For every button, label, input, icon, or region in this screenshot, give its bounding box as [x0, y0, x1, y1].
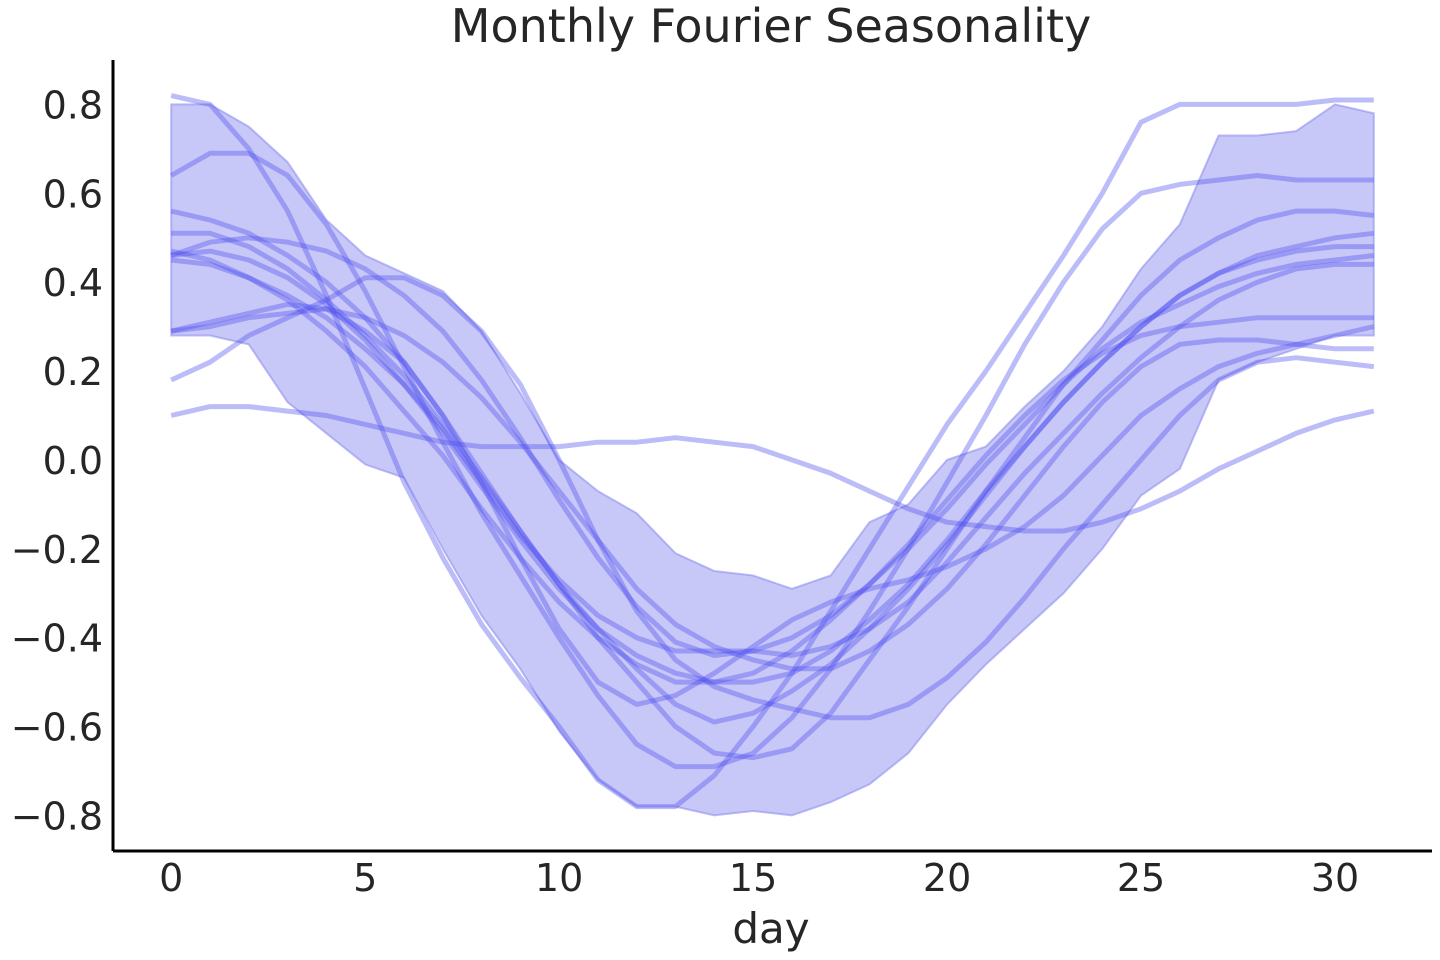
x-tick-label: 25 [1117, 856, 1165, 900]
x-tick-labels: 0 5 10 15 20 25 30 [159, 856, 1359, 900]
series-line-4 [171, 230, 1375, 725]
series-layer [169, 93, 1375, 810]
y-tick-label: 0.0 [43, 439, 103, 483]
x-tick-label: 5 [353, 856, 377, 900]
y-tick-label: 0.6 [43, 172, 103, 216]
series-line-5 [170, 235, 1375, 658]
series-line-2 [169, 150, 1374, 770]
series-line-10 [170, 404, 1375, 534]
y-tick-labels: 0.8 0.6 0.4 0.2 0.0 −0.2 −0.4 −0.6 −0.8 [11, 83, 103, 838]
y-tick-label: −0.6 [11, 706, 103, 750]
x-axis-label: day [732, 904, 809, 953]
uncertainty-band [170, 103, 1375, 817]
series-line-7 [170, 244, 1374, 685]
series-line-8 [170, 301, 1375, 707]
series-line-1 [170, 93, 1374, 810]
series-line-9 [170, 275, 1375, 721]
series-line-12 [170, 248, 1374, 685]
x-tick-label: 30 [1311, 856, 1359, 900]
y-tick-label: 0.8 [43, 83, 103, 127]
x-tick-label: 15 [729, 856, 777, 900]
y-tick-label: −0.4 [11, 617, 103, 661]
x-tick-label: 0 [159, 856, 183, 900]
x-tick-label: 20 [923, 856, 971, 900]
series-line-6 [170, 257, 1374, 658]
x-tick-label: 10 [535, 856, 583, 900]
y-tick-label: −0.2 [11, 528, 103, 572]
y-tick-label: −0.8 [11, 794, 103, 838]
y-tick-label: 0.4 [43, 261, 103, 305]
series-line-3 [170, 208, 1375, 761]
series-line-11 [170, 306, 1374, 672]
band-layer [170, 103, 1375, 817]
chart-title: Monthly Fourier Seasonality [451, 0, 1091, 53]
y-tick-label: 0.2 [43, 350, 103, 394]
